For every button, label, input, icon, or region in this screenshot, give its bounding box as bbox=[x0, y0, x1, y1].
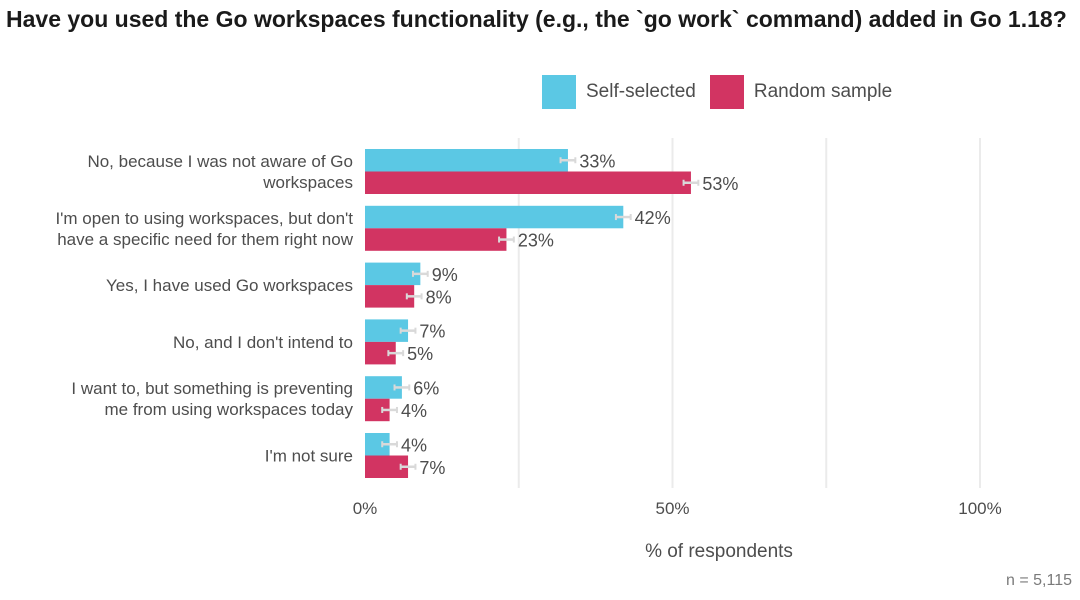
bar-self-selected bbox=[365, 376, 402, 399]
legend-item-random-sample: Random sample bbox=[709, 75, 893, 109]
category-label: Yes, I have used Go workspaces bbox=[106, 276, 353, 295]
value-label-self-selected: 33% bbox=[579, 151, 615, 171]
category-label: have a specific need for them right now bbox=[57, 230, 353, 249]
category-label: workspaces bbox=[262, 173, 353, 192]
bar-random-sample bbox=[365, 455, 409, 478]
value-label-self-selected: 4% bbox=[401, 435, 427, 455]
category-label: No, and I don't intend to bbox=[173, 333, 353, 352]
bar-self-selected bbox=[365, 262, 421, 286]
bar-random-sample bbox=[365, 341, 396, 365]
value-label-random-sample: 53% bbox=[702, 174, 738, 194]
chart-title: Have you used the Go workspaces function… bbox=[6, 6, 1067, 32]
value-label-random-sample: 23% bbox=[518, 231, 554, 251]
category-label: I want to, but something is preventing bbox=[71, 379, 353, 398]
x-tick-label-0: 0% bbox=[353, 499, 378, 518]
legend-swatch-random-sample bbox=[709, 75, 744, 109]
legend-item-self-selected: Self-selected bbox=[542, 75, 696, 109]
bar-random-sample bbox=[365, 285, 415, 308]
bar-random-sample bbox=[365, 228, 507, 251]
value-label-self-selected: 9% bbox=[432, 265, 458, 285]
x-tick-label-100: 100% bbox=[958, 499, 1001, 518]
legend-label-random-sample: Random sample bbox=[753, 81, 893, 102]
bar-random-sample bbox=[365, 171, 691, 194]
legend-label-self-selected: Self-selected bbox=[586, 81, 696, 102]
value-label-self-selected: 6% bbox=[413, 378, 439, 398]
value-label-random-sample: 8% bbox=[426, 287, 452, 307]
x-axis-title: % of respondents bbox=[645, 541, 793, 562]
sample-size-note: n = 5,115 bbox=[1006, 572, 1072, 589]
value-label-random-sample: 7% bbox=[419, 458, 445, 478]
bar-self-selected bbox=[365, 319, 409, 342]
bar-random-sample bbox=[365, 398, 390, 422]
bar-self-selected bbox=[365, 205, 624, 229]
x-tick-label-50: 50% bbox=[655, 499, 689, 518]
category-label: I'm open to using workspaces, but don't bbox=[55, 209, 353, 228]
legend: Self-selected Random sample bbox=[542, 75, 906, 109]
category-label: No, because I was not aware of Go bbox=[87, 152, 353, 171]
value-label-random-sample: 5% bbox=[407, 344, 433, 364]
bar-self-selected bbox=[365, 433, 390, 456]
value-label-self-selected: 42% bbox=[635, 208, 671, 228]
value-label-self-selected: 7% bbox=[419, 322, 445, 342]
legend-swatch-self-selected bbox=[542, 75, 576, 109]
category-label: me from using workspaces today bbox=[105, 400, 354, 419]
value-label-random-sample: 4% bbox=[401, 401, 427, 421]
category-label: I'm not sure bbox=[265, 447, 353, 466]
bar-self-selected bbox=[365, 149, 568, 172]
